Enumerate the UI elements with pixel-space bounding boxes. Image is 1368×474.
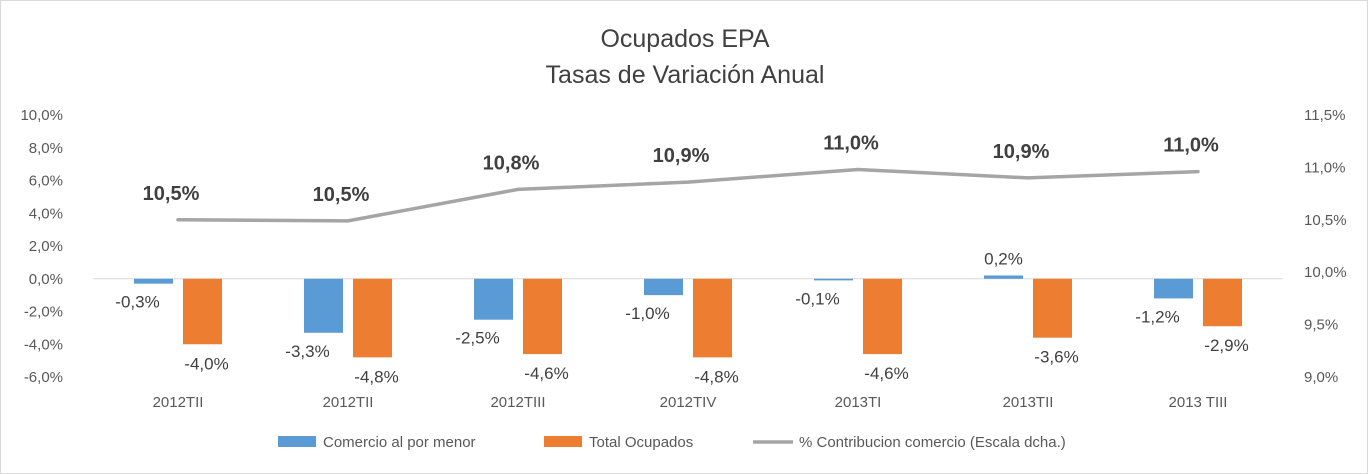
legend-label-total-ocupados: Total Ocupados bbox=[589, 434, 693, 451]
total-ocupados-bar bbox=[1203, 278, 1242, 327]
contribucion-data-label: 11,0% bbox=[1163, 135, 1219, 157]
left-axis: 10,0% 8,0% 6,0% 4,0% 2,0% 0,0% -2,0% -4,0% -6,0% bbox=[20, 107, 63, 386]
category-label: 2012TIV bbox=[660, 394, 717, 411]
total-ocupados-data-label: -4,6% bbox=[524, 364, 568, 383]
left-tick-label: 8,0% bbox=[29, 140, 63, 157]
comercio-bar bbox=[814, 278, 853, 281]
right-tick-label: 11,5% bbox=[1304, 107, 1345, 124]
comercio-bar bbox=[134, 278, 173, 284]
category-label: 2012TIII bbox=[490, 394, 545, 411]
comercio-data-label: -0,1% bbox=[795, 289, 839, 308]
contribucion-line bbox=[176, 167, 1200, 223]
left-tick-label: 6,0% bbox=[29, 173, 63, 190]
contribucion-data-label: 10,9% bbox=[653, 145, 710, 167]
legend-label-comercio: Comercio al por menor bbox=[323, 434, 476, 451]
total-ocupados-data-label: -4,6% bbox=[864, 364, 908, 383]
category-axis: 2012TII 2012TII 2012TIII 2012TIV 2013TI 2013T… bbox=[153, 394, 1228, 411]
total-ocupados-data-label: -2,9% bbox=[1204, 336, 1248, 355]
left-tick-label: 4,0% bbox=[29, 205, 63, 222]
total-ocupados-bar bbox=[863, 278, 902, 355]
comercio-bar bbox=[1154, 278, 1193, 299]
comercio-bar bbox=[984, 275, 1023, 279]
contribucion-data-label: 11,0% bbox=[823, 132, 879, 154]
contribucion-data-label: 10,5% bbox=[313, 184, 370, 206]
right-tick-label: 11,0% bbox=[1304, 159, 1345, 176]
total-ocupados-bar bbox=[353, 278, 392, 358]
left-tick-label: -6,0% bbox=[24, 369, 63, 386]
left-tick-label: 10,0% bbox=[20, 107, 63, 124]
category-label: 2012TII bbox=[323, 394, 374, 411]
comercio-data-label: 0,2% bbox=[984, 249, 1023, 268]
contribucion-data-label: 10,8% bbox=[483, 152, 540, 174]
total-ocupados-data-label: -4,0% bbox=[184, 354, 228, 373]
chart-subtitle: Tasas de Variación Anual bbox=[546, 61, 825, 89]
total-ocupados-data-label: -3,6% bbox=[1034, 348, 1078, 367]
total-ocupados-bar bbox=[693, 278, 732, 358]
left-tick-label: 0,0% bbox=[29, 271, 63, 288]
right-tick-label: 9,0% bbox=[1304, 369, 1338, 386]
category-label: 2013TII bbox=[1003, 394, 1054, 411]
total-ocupados-bar bbox=[1033, 278, 1072, 338]
comercio-bar bbox=[644, 278, 683, 296]
right-axis: 11,5% 11,0% 10,5% 10,0% 9,5% 9,0% bbox=[1304, 107, 1347, 386]
total-ocupados-bar bbox=[523, 278, 562, 355]
comercio-data-label: -0,3% bbox=[115, 293, 159, 312]
chart-title: Ocupados EPA bbox=[600, 25, 769, 53]
contribucion-data-label: 10,5% bbox=[143, 183, 200, 205]
line-series: 10,5% 10,5% 10,8% 10,9% 11,0% 10,9% 11,0% bbox=[143, 132, 1219, 223]
left-tick-label: -4,0% bbox=[24, 336, 63, 353]
left-tick-label: -2,0% bbox=[24, 304, 63, 321]
left-tick-label: 2,0% bbox=[29, 238, 63, 255]
total-ocupados-bar bbox=[183, 278, 222, 345]
comercio-data-label: -3,3% bbox=[285, 342, 329, 361]
right-tick-label: 10,0% bbox=[1304, 264, 1347, 281]
legend: Comercio al por menor Total Ocupados % Con… bbox=[278, 434, 1066, 451]
bar-series: -0,3% -3,3% -2,5% -1,0% -0,1% 0,2% -1,2% -4,0% -… bbox=[115, 249, 1248, 386]
comercio-data-label: -1,0% bbox=[625, 304, 669, 323]
legend-label-contribucion: % Contribucion comercio (Escala dcha.) bbox=[799, 434, 1066, 451]
category-label: 2013TI bbox=[835, 394, 882, 411]
comercio-data-label: -1,2% bbox=[1135, 307, 1179, 326]
contribucion-data-label: 10,9% bbox=[993, 141, 1050, 163]
legend-swatch-total-ocupados bbox=[544, 436, 582, 447]
comercio-bar bbox=[304, 278, 343, 333]
category-label: 2012TII bbox=[153, 394, 204, 411]
category-label: 2013 TIII bbox=[1169, 394, 1228, 411]
comercio-bar bbox=[474, 278, 513, 320]
right-tick-label: 10,5% bbox=[1304, 212, 1347, 229]
comercio-data-label: -2,5% bbox=[455, 329, 499, 348]
total-ocupados-data-label: -4,8% bbox=[354, 367, 398, 386]
right-tick-label: 9,5% bbox=[1304, 317, 1338, 334]
legend-swatch-comercio bbox=[278, 436, 316, 447]
total-ocupados-data-label: -4,8% bbox=[694, 367, 738, 386]
